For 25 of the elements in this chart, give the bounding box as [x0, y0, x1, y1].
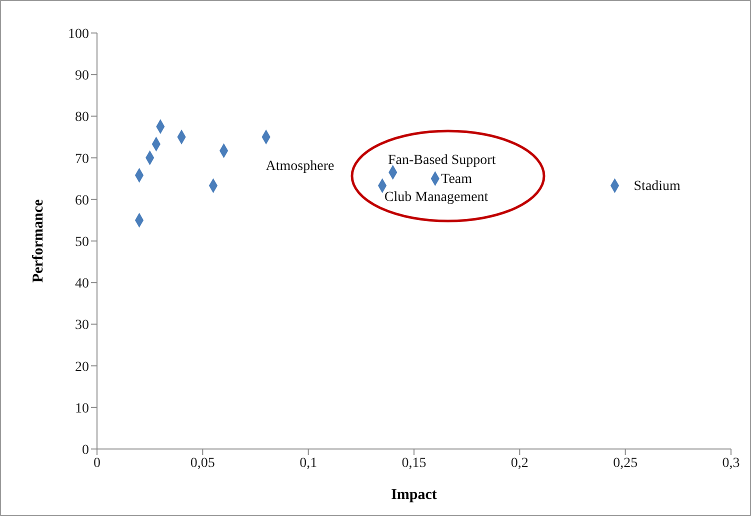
x-tick-label: 0,25 [613, 456, 638, 471]
y-tick-label: 90 [75, 68, 89, 84]
x-axis-title: Impact [391, 487, 437, 503]
y-tick-label: 60 [75, 193, 89, 208]
y-tick-label: 30 [75, 318, 89, 334]
y-tick-label: 80 [75, 110, 89, 126]
annotation: Club Management [384, 190, 488, 206]
y-tick-label: 40 [75, 276, 89, 292]
y-tick-label: 70 [75, 152, 89, 167]
x-tick-label: 0,15 [402, 456, 426, 471]
y-axis-title: Performance [30, 199, 46, 283]
y-tick-label: 50 [75, 234, 89, 250]
x-tick-label: 0 [94, 456, 100, 471]
y-tick-label: 0 [82, 442, 89, 458]
y-tick-label: 20 [75, 360, 89, 375]
annotation: Stadium [634, 179, 681, 194]
x-tick-label: 0,1 [300, 456, 318, 471]
y-tick-label: 10 [75, 401, 89, 416]
y-tick-label: 100 [68, 26, 89, 42]
x-tick-label: 0,3 [722, 456, 740, 471]
x-tick-label: 0,2 [510, 456, 528, 471]
annotation: Atmosphere [266, 159, 334, 175]
x-tick-label: 0,05 [190, 456, 215, 471]
annotation: Fan-Based Support [388, 152, 496, 168]
annotation: Team [441, 172, 472, 188]
